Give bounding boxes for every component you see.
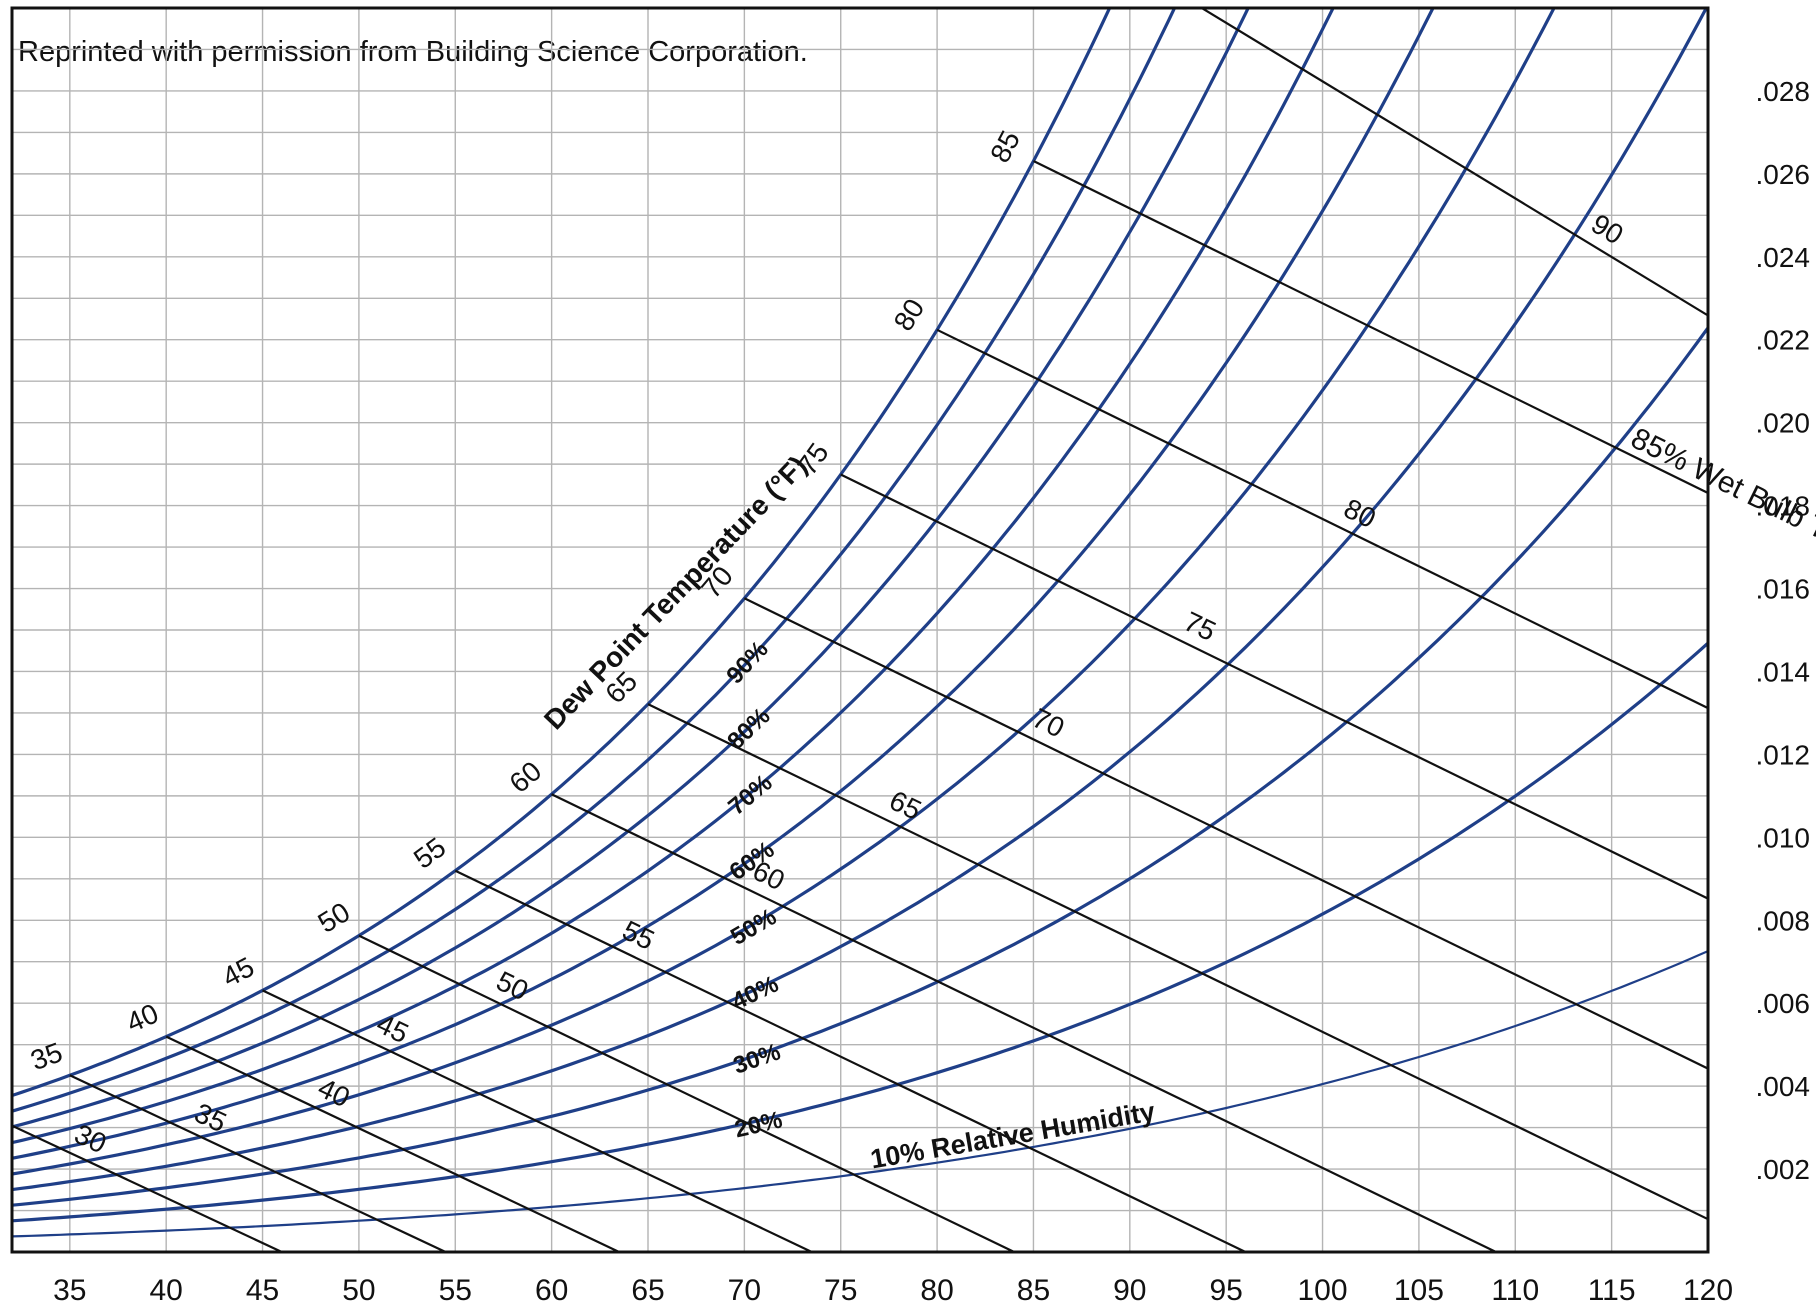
rh-curve-70	[12, 8, 1335, 1145]
x-tick-label: 115	[1588, 1274, 1636, 1307]
y-tick-label: .004	[1756, 1071, 1811, 1102]
dew-point-label: 50	[313, 896, 356, 939]
y-tick-label: .002	[1756, 1154, 1811, 1185]
rh-curve-20	[12, 641, 1708, 1223]
y-tick-label: .028	[1756, 76, 1811, 107]
dew-point-axis-title: Dew Point Temperature (°F)	[538, 450, 813, 736]
x-tick-label: 120	[1683, 1274, 1733, 1307]
x-tick-label: 100	[1298, 1274, 1348, 1307]
rh-label: 50%	[726, 903, 781, 951]
wet-bulb-line-75	[840, 473, 1708, 900]
wet-bulb-line-50	[358, 934, 1015, 1252]
rh-curve-80	[12, 8, 1250, 1129]
plot-frame	[10, 6, 1710, 1254]
wet-bulb-label: 65	[885, 785, 927, 826]
y-tick-label: .014	[1756, 656, 1811, 687]
dew-point-label: 35	[27, 1036, 67, 1076]
wet-bulb-label: 50	[492, 965, 534, 1006]
wet-bulb-label: 30	[70, 1118, 111, 1159]
x-tick-label: 80	[920, 1274, 953, 1307]
wet-bulb-line-80	[936, 328, 1708, 710]
x-axis-ticks: 35 40 45 50 55 60 65 70 75 80 85 90 95 100 105 110 115 12…	[53, 1274, 1733, 1307]
y-tick-label: .008	[1756, 905, 1811, 936]
x-tick-label: 90	[1113, 1274, 1146, 1307]
y-tick-label: .006	[1756, 988, 1811, 1019]
x-tick-label: 105	[1394, 1274, 1444, 1307]
rh-curve-40	[12, 8, 1708, 1192]
x-tick-label: 110	[1491, 1274, 1539, 1307]
wet-bulb-label: 80	[1339, 493, 1381, 535]
wet-bulb-line-55	[454, 869, 1246, 1252]
rh-curve-90	[12, 8, 1177, 1113]
x-tick-label: 95	[1209, 1274, 1242, 1307]
x-tick-label: 65	[631, 1274, 664, 1307]
y-tick-label: .020	[1756, 408, 1811, 439]
dew-point-label: 45	[217, 951, 259, 993]
rh-label: 40%	[728, 971, 783, 1016]
x-tick-label: 55	[439, 1274, 472, 1307]
wet-bulb-line-70	[743, 597, 1708, 1070]
y-axis-ticks: .002 .004 .006 .008 .010 .012 .014 .016 .018 .020…	[1756, 76, 1811, 1185]
wet-bulb-line-85	[1033, 160, 1708, 495]
y-tick-label: .024	[1756, 242, 1811, 273]
y-tick-label: .022	[1756, 325, 1811, 356]
wet-bulb-line-40	[165, 1035, 620, 1252]
x-tick-label: 70	[728, 1274, 761, 1307]
y-tick-label: .026	[1756, 159, 1811, 190]
x-tick-label: 40	[149, 1274, 182, 1307]
x-tick-label: 75	[824, 1274, 857, 1307]
wet-bulb-line-90	[1199, 8, 1708, 317]
y-tick-label: .018	[1756, 491, 1811, 522]
rh-curve-50	[12, 8, 1556, 1176]
x-tick-label: 35	[53, 1274, 86, 1307]
rh-label: 10% Relative Humidity	[868, 1096, 1157, 1174]
rh-curve-10	[12, 950, 1708, 1238]
wet-bulb-line-65	[647, 703, 1708, 1221]
rh-curve-60	[12, 8, 1435, 1160]
wet-bulb-line-60	[551, 793, 1497, 1252]
wet-bulb-label: 75	[1179, 605, 1221, 647]
y-tick-label: .016	[1756, 574, 1811, 605]
wet-bulb-line-30	[12, 1124, 283, 1252]
rh-curve-30	[12, 326, 1708, 1207]
grid-lines	[12, 8, 1709, 1252]
x-tick-label: 45	[246, 1274, 279, 1307]
dew-point-label: 60	[503, 755, 547, 799]
dew-point-label: 80	[888, 293, 931, 336]
rh-curves	[12, 8, 1708, 1238]
x-tick-label: 85	[1017, 1274, 1050, 1307]
rh-curve-100	[12, 8, 1112, 1098]
y-tick-label: .012	[1756, 739, 1811, 770]
wet-bulb-line-45	[262, 989, 813, 1252]
x-tick-label: 50	[342, 1274, 375, 1307]
credit-text: Reprinted with permission from Building …	[18, 36, 808, 68]
wet-bulb-lines	[12, 8, 1708, 1252]
x-tick-label: 60	[535, 1274, 568, 1307]
wet-bulb-line-35	[69, 1074, 447, 1252]
y-tick-label: .010	[1756, 822, 1811, 853]
